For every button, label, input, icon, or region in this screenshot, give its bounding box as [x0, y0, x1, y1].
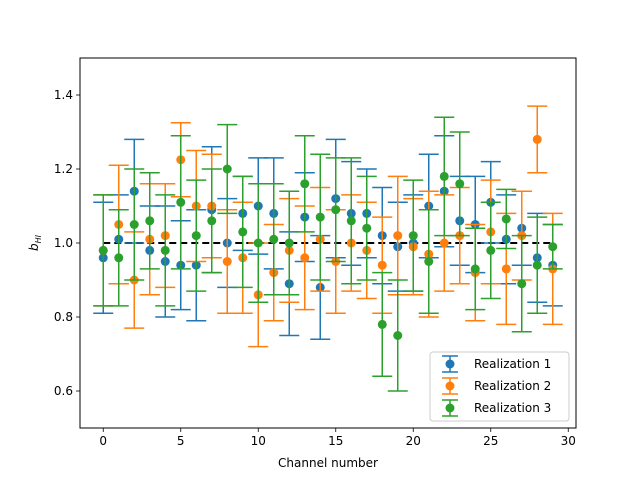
data-point [160, 245, 170, 255]
data-point [548, 242, 558, 252]
plot-area [93, 105, 563, 392]
data-point [222, 164, 232, 174]
data-point [377, 260, 387, 270]
x-axis: 0 5 10 15 20 25 30 [99, 428, 576, 448]
data-point [393, 231, 403, 241]
data-point [315, 212, 325, 222]
data-point [191, 231, 201, 241]
data-point [408, 231, 418, 241]
y-axis-label-main: b [27, 243, 41, 251]
series-3 [93, 116, 563, 392]
data-point [300, 253, 310, 263]
data-point [517, 279, 527, 289]
legend-marker [445, 359, 455, 369]
data-point [470, 264, 480, 274]
y-tick-label: 1.2 [54, 162, 73, 176]
data-point [346, 216, 356, 226]
x-tick-label: 10 [251, 434, 266, 448]
x-tick-label: 0 [99, 434, 107, 448]
data-point [532, 134, 542, 144]
legend-item: Realization 3 [442, 399, 551, 417]
x-tick-label: 30 [561, 434, 576, 448]
x-tick-label: 15 [328, 434, 343, 448]
legend-box [429, 351, 570, 422]
legend-item: Realization 2 [442, 377, 551, 395]
data-point [114, 253, 124, 263]
data-point [439, 238, 449, 248]
data-point [331, 205, 341, 215]
x-tick-label: 5 [177, 434, 185, 448]
y-tick-label: 0.6 [54, 384, 73, 398]
y-tick-label: 1.4 [54, 88, 73, 102]
legend-item: Realization 1 [442, 355, 551, 373]
data-point [439, 171, 449, 181]
data-point [532, 260, 542, 270]
data-point [377, 319, 387, 329]
data-point [501, 214, 511, 224]
y-axis-label: bHI [27, 234, 43, 251]
data-point [501, 264, 511, 274]
data-point [176, 197, 186, 207]
legend-marker [445, 381, 455, 391]
legend-label: Realization 2 [474, 379, 551, 393]
data-point [486, 245, 496, 255]
data-point [455, 179, 465, 189]
legend: Realization 1 Realization 2 Realization 3 [429, 351, 570, 422]
data-point [300, 179, 310, 189]
data-point [145, 216, 155, 226]
data-point [393, 331, 403, 340]
data-point [269, 234, 279, 244]
data-point [424, 257, 434, 266]
legend-marker [445, 403, 455, 413]
data-point [98, 245, 108, 255]
y-axis-label-sub: HI [34, 234, 43, 243]
legend-label: Realization 3 [474, 401, 551, 415]
data-point [284, 238, 294, 248]
y-tick-label: 1.0 [54, 236, 73, 250]
data-point [207, 216, 217, 226]
data-point [362, 223, 372, 233]
x-tick-label: 25 [483, 434, 498, 448]
data-point [222, 257, 232, 266]
data-point [129, 220, 139, 229]
data-point [238, 227, 248, 237]
y-axis: 0.6 0.8 1.0 1.2 1.4 [54, 88, 80, 398]
legend-label: Realization 1 [474, 357, 551, 371]
y-tick-label: 0.8 [54, 310, 73, 324]
x-axis-label: Channel number [278, 456, 378, 470]
data-point [253, 238, 263, 248]
x-tick-label: 20 [406, 434, 421, 448]
